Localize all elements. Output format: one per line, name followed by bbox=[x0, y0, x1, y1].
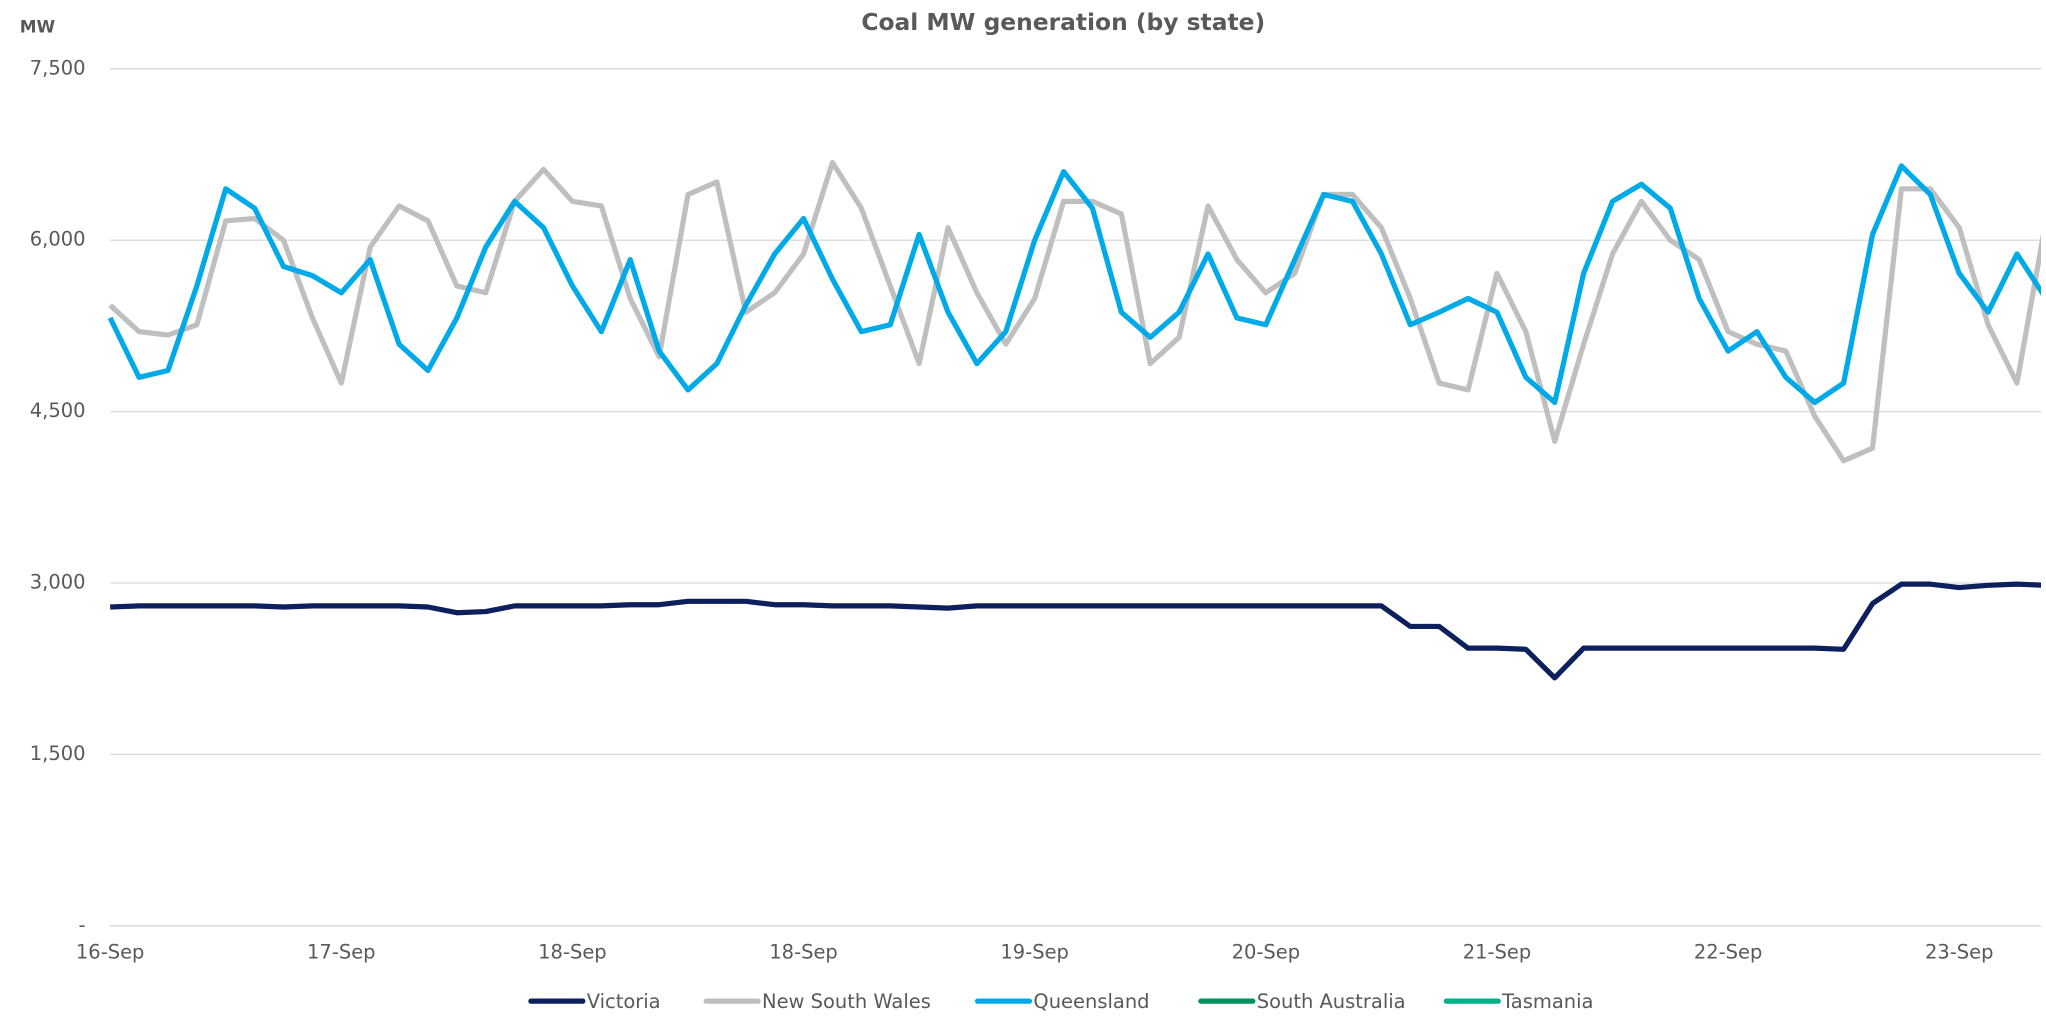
series-line bbox=[107, 163, 2042, 406]
y-tick-label: - bbox=[78, 913, 85, 936]
legend-label: South Australia bbox=[1257, 990, 1406, 1013]
y-tick-label: 6,000 bbox=[30, 228, 86, 251]
y-axis-label: MW bbox=[20, 16, 56, 36]
x-tick-label: 18-Sep bbox=[538, 941, 607, 964]
series-line bbox=[110, 581, 2042, 681]
x-tick-label: 20-Sep bbox=[1232, 941, 1300, 964]
y-tick-label: 7,500 bbox=[30, 56, 86, 79]
y-tick-label: 1,500 bbox=[30, 742, 86, 765]
legend-label: Tasmania bbox=[1501, 990, 1593, 1013]
x-tick-label: 22-Sep bbox=[1694, 941, 1763, 964]
series-line bbox=[108, 159, 2042, 464]
x-tick-label: 17-Sep bbox=[307, 941, 376, 964]
x-tick-label: 19-Sep bbox=[1000, 941, 1068, 964]
y-tick-label: 4,500 bbox=[30, 399, 86, 422]
y-tick-label: 3,000 bbox=[30, 571, 86, 594]
x-tick-label: 16-Sep bbox=[76, 941, 145, 964]
x-tick-label: 18-Sep bbox=[769, 941, 837, 964]
legend-label: Queensland bbox=[1033, 990, 1149, 1013]
x-tick-label: 23-Sep bbox=[1925, 941, 1994, 964]
legend-label: New South Wales bbox=[762, 990, 931, 1013]
x-tick-label: 21-Sep bbox=[1463, 941, 1532, 964]
chart-title: Coal MW generation (by state) bbox=[861, 8, 1265, 36]
legend-label: Victoria bbox=[587, 990, 661, 1013]
